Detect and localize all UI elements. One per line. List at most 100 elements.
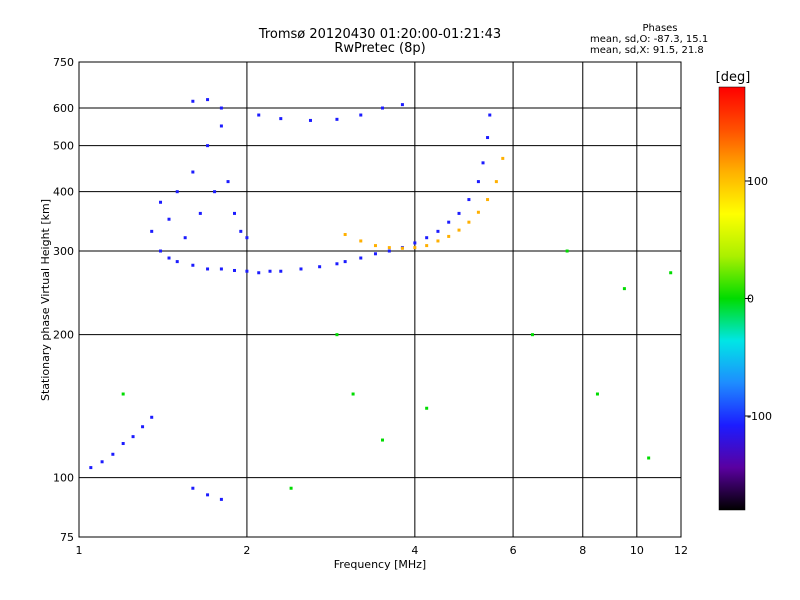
data-point xyxy=(279,269,283,273)
data-point xyxy=(359,239,363,243)
data-point xyxy=(359,256,363,260)
data-point xyxy=(351,392,355,396)
x-tick-label: 10 xyxy=(630,544,644,557)
data-point xyxy=(206,493,210,497)
data-point xyxy=(213,190,217,194)
data-point xyxy=(318,265,322,269)
colorbar-ticks: 100 0 -100 xyxy=(745,175,772,423)
data-point xyxy=(111,452,115,456)
x-tick-label: 1 xyxy=(76,544,83,557)
data-point xyxy=(436,229,440,233)
data-point xyxy=(245,269,249,273)
data-point xyxy=(206,98,210,102)
data-point xyxy=(257,271,261,275)
data-point xyxy=(530,333,534,337)
data-point xyxy=(565,249,569,253)
data-point xyxy=(400,103,404,107)
data-point xyxy=(400,246,404,250)
data-point xyxy=(89,466,93,470)
data-point xyxy=(191,486,195,490)
data-point xyxy=(299,267,303,271)
phases-mean-x: mean, sd,X: 91.5, 21.8 xyxy=(590,45,704,56)
data-point xyxy=(359,113,363,117)
data-point xyxy=(481,161,485,165)
data-point xyxy=(486,198,490,202)
data-point xyxy=(647,456,651,460)
phases-heading: Phases xyxy=(642,23,678,34)
y-tick-label: 600 xyxy=(53,102,74,115)
data-point xyxy=(150,415,154,419)
data-point xyxy=(501,156,505,160)
data-point xyxy=(447,220,451,224)
data-point xyxy=(387,246,391,250)
data-point xyxy=(245,236,249,240)
data-point xyxy=(436,239,440,243)
data-point xyxy=(121,442,125,446)
data-point xyxy=(289,486,293,490)
colorbar-tick-label: 0 xyxy=(747,293,754,306)
data-point xyxy=(380,106,384,110)
data-point xyxy=(457,211,461,215)
y-tick-label: 750 xyxy=(53,56,74,69)
y-tick-label: 300 xyxy=(53,245,74,258)
data-point xyxy=(219,124,223,128)
data-point xyxy=(198,211,202,215)
data-point xyxy=(226,180,230,184)
data-point xyxy=(121,392,125,396)
data-point xyxy=(175,260,179,264)
data-point xyxy=(219,497,223,501)
data-point xyxy=(219,267,223,271)
data-point xyxy=(476,210,480,214)
data-point xyxy=(467,198,471,202)
data-point xyxy=(191,99,195,103)
x-tick-label: 8 xyxy=(579,544,586,557)
data-point xyxy=(183,236,187,240)
data-point xyxy=(308,118,312,122)
data-point xyxy=(279,117,283,121)
data-point xyxy=(232,211,236,215)
data-point xyxy=(494,180,498,184)
data-point xyxy=(159,200,163,204)
x-tick-label: 12 xyxy=(674,544,688,557)
colorbar-label: [deg] xyxy=(716,70,751,85)
plot-frame xyxy=(78,61,682,538)
data-point xyxy=(141,425,145,429)
data-point xyxy=(167,256,171,260)
data-point xyxy=(669,271,673,275)
data-point xyxy=(219,106,223,110)
data-point xyxy=(425,406,429,410)
x-tick-label: 2 xyxy=(243,544,250,557)
data-point xyxy=(373,244,377,248)
phases-mean-o: mean, sd,O: -87.3, 15.1 xyxy=(590,34,709,45)
data-point xyxy=(413,246,417,250)
data-point xyxy=(457,228,461,232)
data-point xyxy=(373,252,377,256)
data-point xyxy=(343,233,347,237)
colorbar-tick-label: 100 xyxy=(747,175,768,188)
data-point xyxy=(167,217,171,221)
data-point xyxy=(239,229,243,233)
data-point xyxy=(335,262,339,266)
data-point xyxy=(268,269,272,273)
y-tick-label: 200 xyxy=(53,329,74,342)
data-point xyxy=(387,249,391,253)
data-point xyxy=(467,220,471,224)
x-axis-label: Frequency [MHz] xyxy=(334,558,426,571)
data-point xyxy=(488,113,492,117)
data-points-layer xyxy=(89,98,673,501)
grid-layer xyxy=(79,62,681,537)
data-point xyxy=(150,229,154,233)
data-point xyxy=(191,170,195,174)
data-point xyxy=(425,236,429,240)
data-point xyxy=(343,260,347,264)
data-point xyxy=(425,244,429,248)
data-point xyxy=(380,438,384,442)
x-tick-label: 4 xyxy=(411,544,418,557)
chart-title-line1: Tromsø 20120430 01:20:00-01:21:43 xyxy=(258,27,502,42)
colorbar xyxy=(718,86,746,511)
data-point xyxy=(257,113,261,117)
data-point xyxy=(413,241,417,245)
data-point xyxy=(335,333,339,337)
